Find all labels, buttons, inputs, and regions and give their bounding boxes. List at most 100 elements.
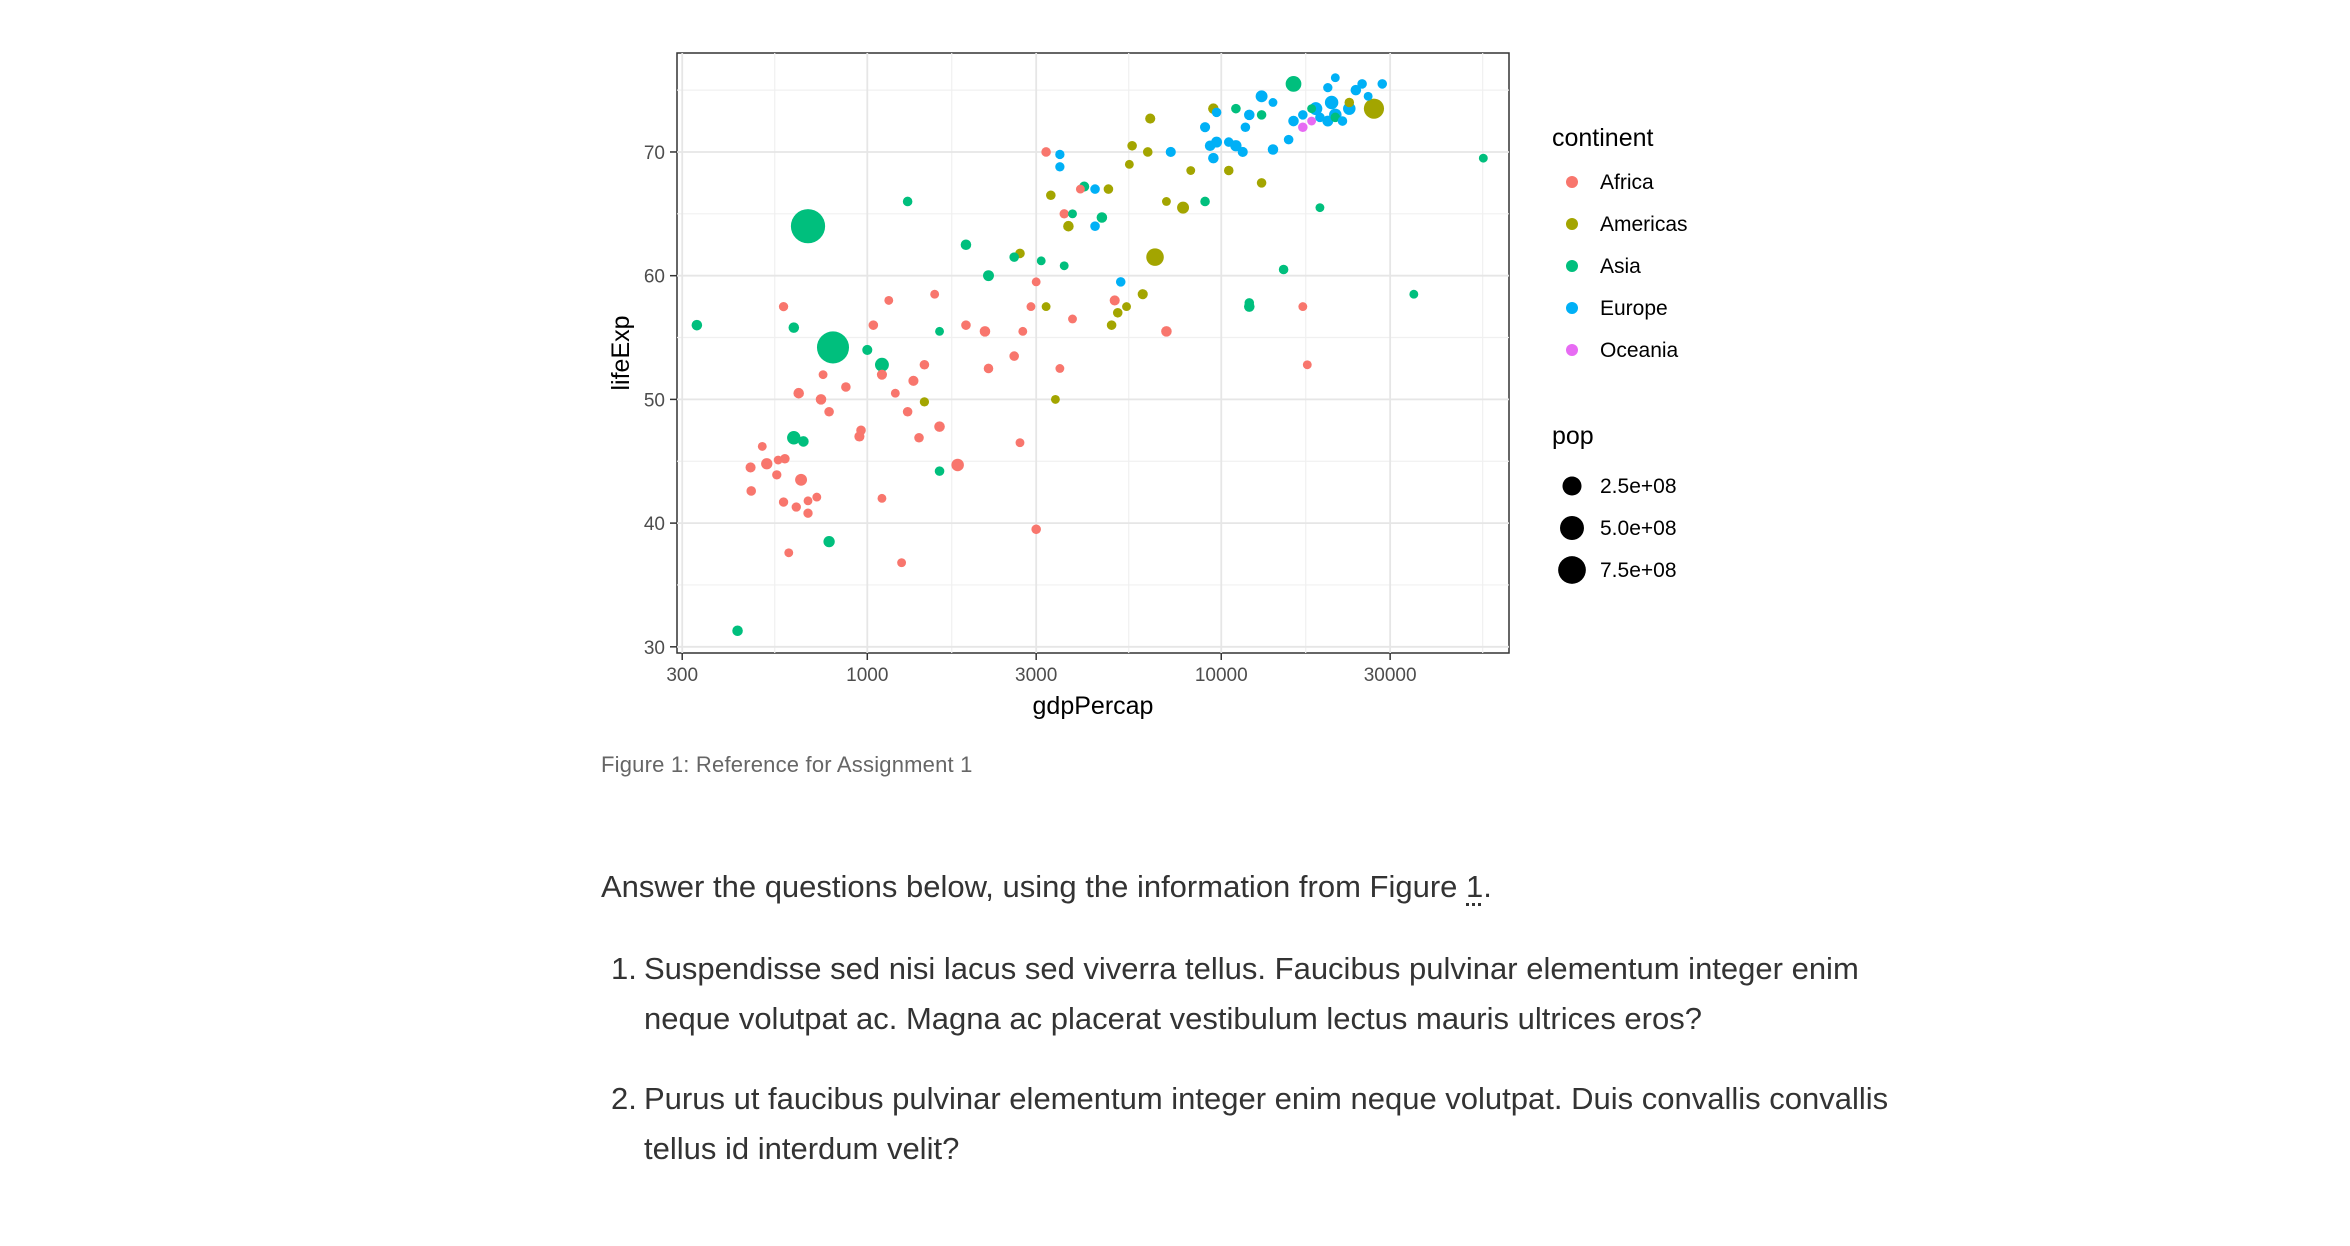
data-point-asia [1200,196,1210,207]
data-point-africa [876,369,887,380]
data-point-americas [1046,190,1056,201]
x-tick-label: 3000 [1015,665,1057,686]
data-point-africa [780,453,790,464]
data-point-europe [1090,221,1100,231]
legend-key-europe [1566,302,1578,314]
data-point-europe [1357,79,1367,89]
legend-label-oceania: Oceania [1600,339,1679,362]
data-point-americas [1186,166,1196,175]
legend-label-africa: Africa [1600,171,1654,194]
legend-size-label: 5.0e+08 [1600,517,1677,540]
data-point-africa [914,432,924,443]
x-axis: 300 1000 3000 10000 30000 [666,653,1417,686]
data-point-asia [1231,103,1241,114]
data-point-africa [1059,209,1069,219]
data-point-africa [890,388,900,398]
data-point-europe [1244,109,1255,121]
data-point-europe [1377,79,1388,89]
data-point-americas [1256,178,1267,188]
data-point-africa [1055,364,1065,373]
data-point-asia [1278,264,1289,275]
data-point-americas [1103,184,1114,194]
data-point-europe [1208,152,1219,164]
legend-size-title: pop [1552,422,1594,450]
data-point-africa [908,375,919,386]
legend-key-asia [1566,260,1578,272]
data-point-europe [1315,112,1325,123]
data-point-americas [919,397,930,407]
data-point-asia [874,357,889,372]
data-point-europe [1324,95,1339,110]
data-point-europe [1267,144,1279,155]
data-point-africa [1068,314,1077,324]
data-point-africa [803,508,813,518]
data-point-asia [1285,76,1302,92]
legend: continent pop Africa Americas Asia Europe Oc… [1552,124,1688,584]
data-point-americas [1363,98,1385,119]
y-axis-title: lifeExp [607,315,635,390]
x-tick-label: 300 [666,665,698,686]
question-list: 1. Suspendisse sed nisi lacus sed viverra… [601,944,1901,1204]
data-point-europe [1115,277,1126,287]
data-point-africa [1298,302,1308,312]
data-point-africa [961,320,971,330]
data-point-europe [1240,122,1251,133]
data-point-asia [1036,256,1046,266]
legend-size-key [1562,476,1582,496]
y-tick-label: 70 [644,143,665,164]
data-point-europe [1211,107,1222,118]
y-tick-label: 50 [644,390,665,411]
data-point-africa [818,370,828,380]
data-point-asia [1244,298,1255,308]
data-point-americas [1223,165,1234,176]
data-point-asia [1307,104,1317,114]
legend-key-oceania [1566,344,1578,356]
question-number: 1. [611,951,637,986]
data-point-asia [1256,110,1267,120]
data-point-africa [1109,295,1120,306]
data-points [691,73,1488,637]
data-point-europe [1268,98,1278,107]
data-point-asia [1330,112,1341,123]
data-point-asia [934,466,945,476]
data-point-africa [979,326,991,337]
data-point-africa [784,548,794,558]
y-tick-label: 60 [644,267,665,288]
data-point-asia [1068,209,1077,219]
legend-label-europe: Europe [1600,297,1668,320]
data-point-asia [691,319,703,331]
data-point-africa [841,382,851,392]
data-point-americas [1050,394,1060,404]
data-point-africa [773,455,783,465]
figure-caption: Figure 1: Reference for Assignment 1 [601,752,973,777]
data-point-africa [1031,277,1041,287]
data-point-africa [902,406,913,417]
data-point-oceania [1298,122,1308,133]
data-point-asia [816,331,850,364]
data-point-europe [1350,84,1362,96]
data-point-americas [1106,320,1117,330]
plot-panel [676,52,1510,654]
question-text: Suspendisse sed nisi lacus sed viverra t… [644,951,1859,1036]
data-point-asia [1059,261,1069,271]
data-point-asia [935,326,944,336]
data-point-americas [1161,197,1171,206]
data-point-africa [983,363,994,374]
data-point-africa [803,496,813,506]
data-point-asia [732,625,743,637]
legend-label-americas: Americas [1600,213,1688,236]
x-tick-label: 10000 [1195,665,1248,686]
data-point-asia [1096,212,1108,223]
y-tick-label: 30 [644,638,665,659]
x-tick-label: 1000 [846,665,888,686]
figure: 300 1000 3000 10000 30000 30 40 50 60 70 gdpPerc… [597,40,1747,740]
figure-reference-link[interactable]: 1 [1466,869,1484,904]
data-point-africa [1009,351,1019,361]
data-point-africa [795,473,808,486]
data-point-africa [791,502,801,512]
data-point-asia [1315,203,1325,213]
data-point-asia [1409,289,1419,299]
data-point-africa [1015,438,1025,448]
data-point-asia [983,270,994,282]
x-tick-label: 30000 [1364,665,1417,686]
